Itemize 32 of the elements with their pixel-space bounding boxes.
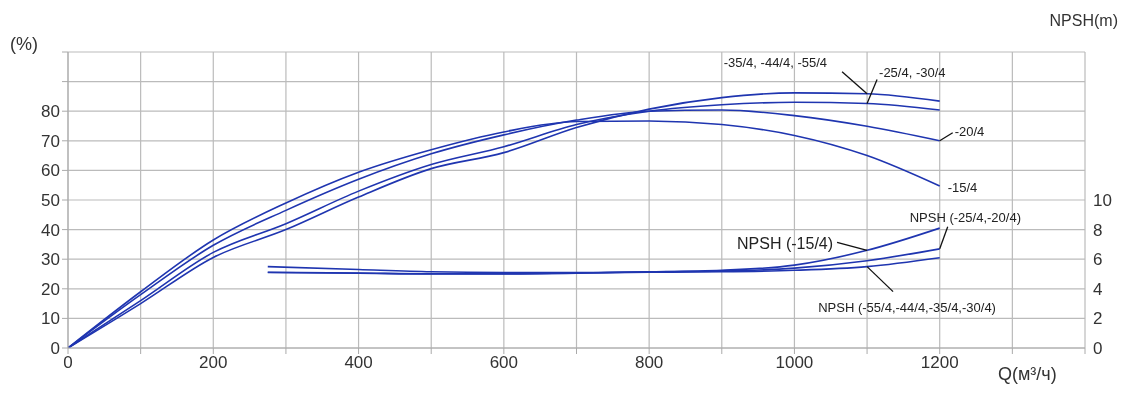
series-label: -15/4 <box>947 179 978 195</box>
y2-tick-label: 10 <box>1093 191 1112 211</box>
y-tick-label: 80 <box>41 102 60 122</box>
y2-tick-label: 4 <box>1093 279 1103 299</box>
y-tick-label: 40 <box>41 220 60 240</box>
y2-tick-label: 2 <box>1093 309 1103 329</box>
text: NPSH (-55/4,-44/4,-35/4,-30/4) <box>818 300 996 316</box>
x-axis-title: Q(м³/ч) <box>998 364 1057 385</box>
x-tick-label: 600 <box>489 353 519 373</box>
series-label: -25/4, -30/4 <box>879 64 946 80</box>
text: NPSH (-25/4,-20/4) <box>909 210 1021 226</box>
y-tick-label: 10 <box>41 309 60 329</box>
x-tick-label: 200 <box>199 353 228 373</box>
y-tick-label: 60 <box>41 161 60 181</box>
series-label: -35/4, -44/4, -55/4 <box>723 55 828 71</box>
series-label: -20/4 <box>954 124 985 140</box>
series-label: NPSH (-15/4) <box>737 234 834 252</box>
y2-tick-label: 8 <box>1093 220 1103 240</box>
x-tick-label: 1000 <box>775 353 814 373</box>
y-tick-label: 20 <box>41 279 60 299</box>
y-tick-label: 30 <box>41 250 60 270</box>
x-tick-label: 1200 <box>920 353 959 373</box>
y-tick-label: 70 <box>41 131 60 151</box>
x-tick-label: 400 <box>344 353 373 373</box>
x-tick-label: 800 <box>634 353 664 373</box>
y-tick-label: 0 <box>50 339 60 359</box>
y2-axis-title: NPSH(m) <box>1049 12 1118 30</box>
y2-tick-label: 0 <box>1093 339 1103 359</box>
x-tick-label: 0 <box>63 353 73 373</box>
y-tick-label: 50 <box>41 191 60 211</box>
y2-tick-label: 6 <box>1093 250 1103 270</box>
y-axis-title: (%) <box>10 34 38 55</box>
